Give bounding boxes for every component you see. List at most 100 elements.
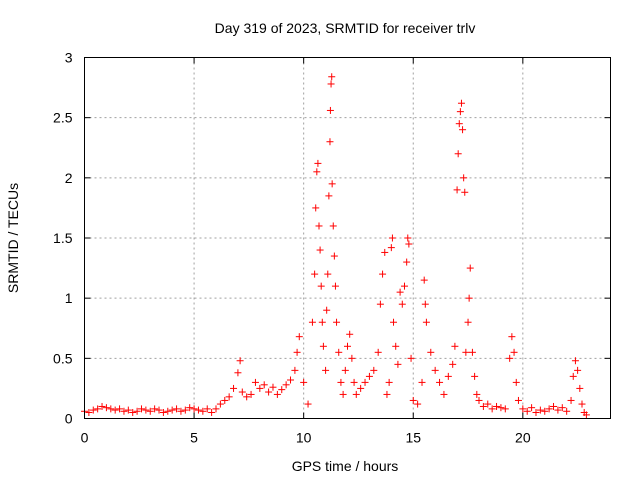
data-point (475, 396, 483, 404)
data-point (208, 408, 216, 416)
data-point (501, 405, 509, 413)
data-point (291, 366, 299, 374)
data-point (203, 405, 211, 413)
data-point (324, 270, 332, 278)
data-point (269, 383, 277, 391)
data-point (194, 406, 202, 414)
data-point (464, 318, 472, 326)
data-point (436, 378, 444, 386)
data-point (344, 342, 351, 350)
y-tick-label: 0 (65, 411, 73, 427)
data-point (173, 405, 181, 413)
data-point (107, 405, 115, 413)
data-point (453, 186, 461, 194)
data-point (422, 318, 430, 326)
data-point (390, 318, 398, 326)
data-point (323, 306, 331, 314)
data-point (311, 270, 319, 278)
data-point (164, 407, 172, 415)
data-point (177, 407, 185, 415)
data-point (159, 408, 167, 416)
data-point (383, 390, 391, 398)
data-point (370, 366, 378, 374)
data-point (312, 204, 320, 212)
data-point (468, 348, 476, 356)
data-point (427, 348, 435, 356)
data-point (567, 396, 575, 404)
y-axis-label: SRMTID / TECUs (5, 183, 21, 293)
data-point (116, 405, 124, 413)
data-point (314, 159, 322, 167)
data-point (329, 222, 337, 230)
data-point (124, 406, 132, 414)
data-points (81, 73, 590, 419)
data-point (493, 402, 501, 410)
data-point (133, 407, 141, 415)
data-point (318, 318, 326, 326)
data-point (421, 300, 429, 308)
data-point (98, 402, 106, 410)
data-point (506, 354, 514, 362)
data-point (414, 400, 422, 408)
data-point (488, 405, 496, 413)
y-tick-label: 2 (65, 170, 73, 186)
data-point (473, 390, 481, 398)
data-point (326, 106, 334, 114)
data-point (387, 244, 395, 252)
data-point (89, 406, 97, 414)
x-tick-label: 5 (190, 430, 198, 446)
data-point (361, 378, 369, 386)
data-point (407, 354, 415, 362)
data-point (461, 188, 469, 196)
data-point (335, 348, 343, 356)
data-point (243, 393, 251, 401)
data-point (230, 384, 238, 392)
data-point (398, 300, 406, 308)
data-point (576, 384, 584, 392)
data-point (379, 270, 387, 278)
data-point (190, 405, 198, 413)
data-point (456, 108, 464, 116)
data-point (341, 366, 349, 374)
data-point (129, 408, 137, 416)
data-point (317, 282, 325, 290)
data-point (120, 407, 128, 415)
data-point (339, 390, 347, 398)
data-point (328, 180, 336, 188)
data-point (225, 393, 233, 401)
data-point (405, 240, 413, 248)
data-point (418, 378, 426, 386)
axis-ticks: 0 5 10 15 20 0 0.5 1 1.5 2 2.5 3 (53, 50, 611, 446)
data-point (451, 342, 459, 350)
data-point (578, 400, 586, 408)
x-tick-label: 15 (405, 430, 421, 446)
data-point (260, 381, 268, 389)
data-point (457, 99, 465, 107)
data-point (313, 168, 321, 176)
data-point (365, 372, 373, 380)
data-point (420, 276, 428, 284)
data-point (541, 407, 549, 415)
data-point (392, 342, 400, 350)
data-point (151, 405, 159, 413)
x-tick-label: 0 (81, 430, 89, 446)
chart-title: Day 319 of 2023, SRMTID for receiver trl… (215, 20, 476, 36)
data-point (319, 342, 327, 350)
data-point (484, 400, 492, 408)
data-point (396, 288, 404, 296)
data-point (278, 386, 286, 394)
data-point (385, 378, 393, 386)
data-point (374, 348, 382, 356)
data-point (519, 405, 527, 413)
data-point (137, 405, 145, 413)
data-point (466, 264, 474, 272)
data-point (316, 246, 324, 254)
data-point (333, 318, 341, 326)
data-point (403, 258, 411, 266)
data-point (102, 404, 110, 412)
data-point (85, 408, 93, 416)
data-point (265, 388, 273, 396)
data-point (331, 282, 339, 290)
data-point (352, 390, 360, 398)
